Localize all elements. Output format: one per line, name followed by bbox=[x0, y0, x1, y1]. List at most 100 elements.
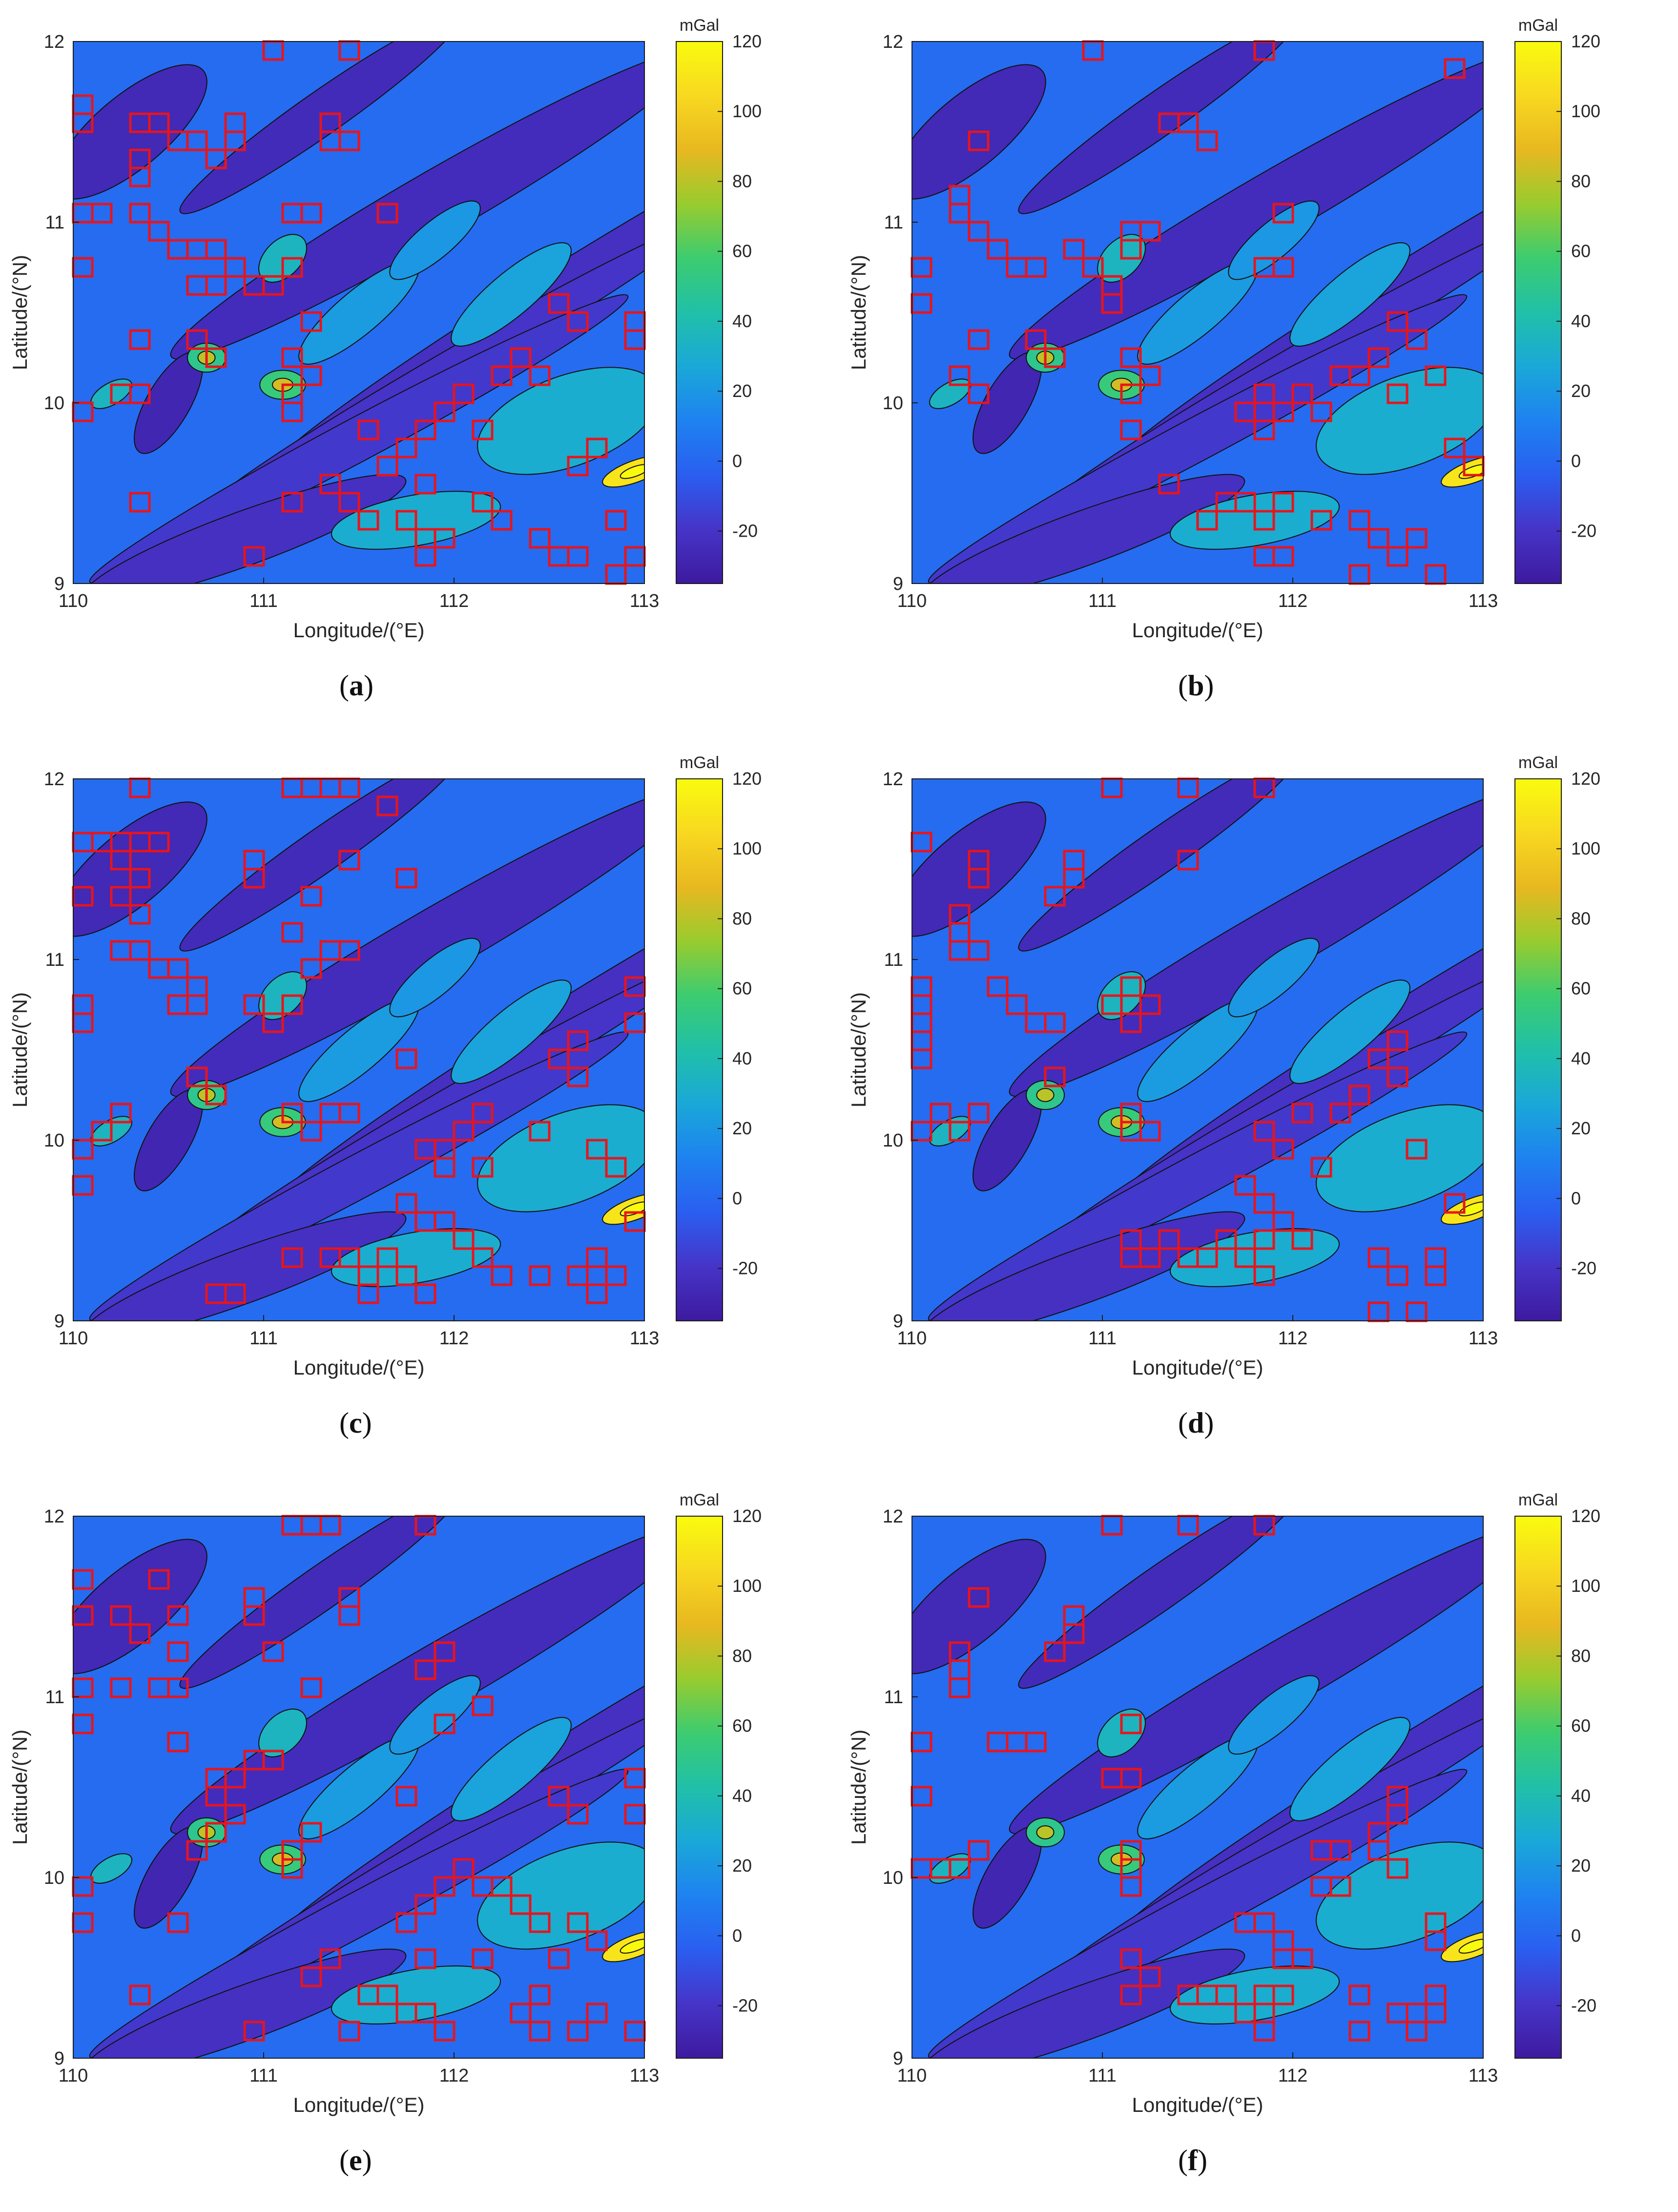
chart-a: 110 111 112 113 9 10 11 12 Longitude/(°E) Latitud… bbox=[8, 16, 762, 642]
x-tick-label: 113 bbox=[1469, 2066, 1498, 2086]
flagged-cell bbox=[1348, 510, 1370, 531]
flagged-cell bbox=[605, 1265, 627, 1286]
colorbar bbox=[676, 778, 723, 1321]
flagged-cell bbox=[1310, 510, 1332, 531]
anomaly-region bbox=[477, 1841, 644, 1950]
flagged-cell bbox=[453, 383, 475, 404]
flagged-cell bbox=[1291, 1229, 1313, 1250]
flagged-cell bbox=[1063, 868, 1085, 889]
colorbar bbox=[1514, 41, 1562, 584]
flagged-cell bbox=[1253, 383, 1275, 404]
flagged-cell bbox=[1253, 2021, 1275, 2042]
flagged-cell bbox=[205, 148, 227, 169]
anomaly-region bbox=[451, 1717, 572, 1821]
flagged-cell bbox=[300, 958, 322, 979]
flagged-cell bbox=[300, 311, 322, 332]
colorbar-tick-label: -20 bbox=[732, 1996, 758, 2016]
flagged-cell bbox=[548, 1948, 570, 1969]
flagged-cell bbox=[281, 1103, 303, 1124]
flagged-cell bbox=[567, 1804, 589, 1825]
flagged-cell bbox=[205, 347, 227, 368]
flagged-cell bbox=[1120, 239, 1142, 260]
flagged-cell bbox=[1348, 1984, 1370, 2005]
anomaly-core bbox=[620, 464, 644, 479]
colorbar-tick-label: 0 bbox=[732, 1188, 742, 1208]
flagged-cell bbox=[338, 850, 360, 871]
flagged-cell bbox=[129, 167, 151, 188]
colorbar-tick-label: 100 bbox=[732, 1576, 762, 1596]
colorbar-tick-label: 40 bbox=[732, 1786, 752, 1806]
flagged-cell bbox=[1272, 492, 1294, 513]
colorbar-tick-label: 80 bbox=[732, 171, 752, 191]
flagged-cell bbox=[395, 438, 417, 459]
flagged-cell bbox=[1387, 546, 1409, 567]
flagged-cell bbox=[434, 1211, 456, 1232]
y-axis-label: Latitude/(°N) bbox=[8, 992, 31, 1107]
colorbar-tick-label: 20 bbox=[732, 381, 752, 401]
flagged-cell bbox=[1253, 510, 1275, 531]
y-tick-label: 9 bbox=[54, 1311, 64, 1332]
flagged-cell bbox=[1387, 1066, 1409, 1087]
flagged-cell bbox=[491, 1876, 513, 1897]
flagged-cell bbox=[205, 275, 227, 296]
flagged-cell bbox=[1025, 329, 1047, 350]
flagged-cell bbox=[395, 1193, 417, 1214]
anomaly-region bbox=[1018, 779, 1301, 952]
flagged-cell bbox=[1425, 365, 1447, 386]
x-axis-label: Longitude/(°E) bbox=[293, 1356, 425, 1379]
x-tick-label: 110 bbox=[59, 591, 88, 611]
colorbar-tick-label: -20 bbox=[1571, 1258, 1596, 1278]
flagged-cell bbox=[548, 293, 570, 314]
y-axis-label: Latitude/(°N) bbox=[847, 992, 870, 1107]
colorbar-tick-label: 100 bbox=[1571, 1576, 1600, 1596]
y-tick-label: 12 bbox=[44, 1506, 64, 1527]
flagged-cell bbox=[1387, 1030, 1409, 1051]
flagged-cell bbox=[1044, 347, 1066, 368]
y-tick-label: 10 bbox=[883, 393, 903, 414]
flagged-cell bbox=[510, 1894, 532, 1915]
flagged-cell bbox=[1367, 1840, 1389, 1861]
flagged-cell bbox=[968, 221, 990, 242]
flagged-cell bbox=[1196, 1247, 1218, 1268]
panel-f: 110 111 112 113 9 10 11 12 Longitude/(°E) Latitud… bbox=[839, 1475, 1678, 2212]
flagged-cell bbox=[1387, 1858, 1409, 1879]
flagged-cell bbox=[243, 2021, 265, 2042]
flagged-cell bbox=[472, 1247, 494, 1268]
y-tick-label: 10 bbox=[44, 1868, 64, 1888]
flagged-cell bbox=[243, 1605, 265, 1626]
flagged-cell bbox=[548, 1786, 570, 1807]
x-axis-label: Longitude/(°E) bbox=[293, 2093, 425, 2116]
flagged-cell bbox=[300, 365, 322, 386]
flagged-cell bbox=[968, 130, 990, 151]
x-tick-label: 111 bbox=[249, 2066, 278, 2086]
flagged-cell bbox=[262, 1012, 284, 1033]
chart-f: 110 111 112 113 9 10 11 12 Longitude/(°E) Latitud… bbox=[847, 1491, 1600, 2116]
flagged-cell bbox=[586, 1930, 608, 1951]
flagged-cell bbox=[129, 868, 151, 889]
flagged-cell bbox=[1063, 239, 1085, 260]
flagged-cell bbox=[129, 492, 151, 513]
flagged-cell bbox=[1120, 383, 1142, 404]
flagged-cell bbox=[414, 1283, 436, 1304]
y-tick-label: 11 bbox=[884, 950, 903, 970]
colorbar-tick-label: 60 bbox=[732, 1716, 752, 1736]
colorbar-tick-label: 120 bbox=[1571, 1506, 1600, 1526]
flagged-cell bbox=[338, 492, 360, 513]
flagged-cell bbox=[1406, 528, 1428, 549]
flagged-cell bbox=[1234, 1175, 1256, 1196]
panel-caption: (f) bbox=[1178, 2144, 1207, 2176]
flagged-cell bbox=[1425, 1930, 1447, 1951]
flagged-cell bbox=[472, 1157, 494, 1178]
colorbar-tick-label: 40 bbox=[1571, 1786, 1591, 1806]
x-tick-label: 111 bbox=[249, 1328, 278, 1349]
x-tick-label: 113 bbox=[630, 1328, 660, 1349]
flagged-cell bbox=[395, 510, 417, 531]
anomaly-core bbox=[1458, 1201, 1483, 1216]
flagged-cell bbox=[1082, 257, 1104, 278]
flagged-cell bbox=[395, 1048, 417, 1069]
flagged-cell bbox=[300, 1677, 322, 1698]
flagged-cell bbox=[1367, 347, 1389, 368]
flagged-cell bbox=[949, 1858, 971, 1879]
colorbar-tick-label: 0 bbox=[1571, 451, 1581, 471]
flagged-cell bbox=[414, 2003, 436, 2024]
